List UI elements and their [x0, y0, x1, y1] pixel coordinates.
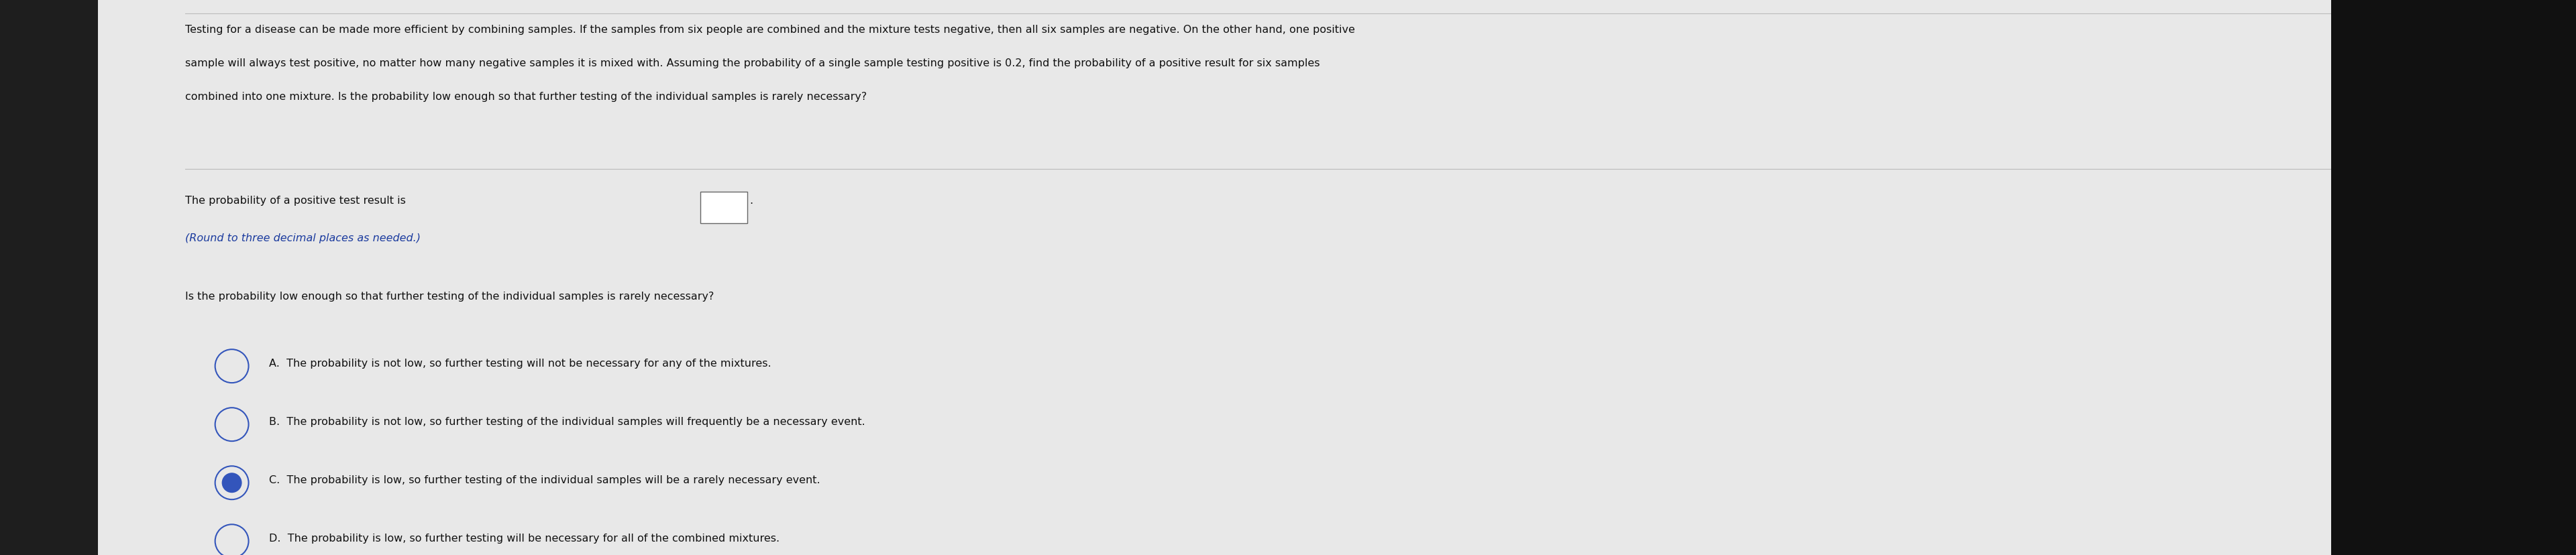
- Text: Testing for a disease can be made more efficient by combining samples. If the sa: Testing for a disease can be made more e…: [185, 25, 1355, 35]
- Text: B.  The probability is not low, so further testing of the individual samples wil: B. The probability is not low, so furthe…: [270, 416, 866, 426]
- FancyBboxPatch shape: [701, 192, 747, 224]
- Text: sample will always test positive, no matter how many negative samples it is mixe: sample will always test positive, no mat…: [185, 58, 1319, 68]
- Text: D.  The probability is low, so further testing will be necessary for all of the : D. The probability is low, so further te…: [270, 533, 781, 543]
- Bar: [0, 0, 98, 555]
- Text: combined into one mixture. Is the probability low enough so that further testing: combined into one mixture. Is the probab…: [185, 92, 868, 102]
- Text: Is the probability low enough so that further testing of the individual samples : Is the probability low enough so that fu…: [185, 291, 714, 301]
- Text: (Round to three decimal places as needed.): (Round to three decimal places as needed…: [185, 233, 420, 243]
- Bar: [2331, 0, 2576, 555]
- Text: .: .: [750, 195, 752, 205]
- Text: The probability of a positive test result is: The probability of a positive test resul…: [185, 195, 407, 205]
- Text: C.  The probability is low, so further testing of the individual samples will be: C. The probability is low, so further te…: [270, 475, 819, 485]
- Text: A.  The probability is not low, so further testing will not be necessary for any: A. The probability is not low, so furthe…: [270, 358, 770, 368]
- Ellipse shape: [222, 473, 242, 493]
